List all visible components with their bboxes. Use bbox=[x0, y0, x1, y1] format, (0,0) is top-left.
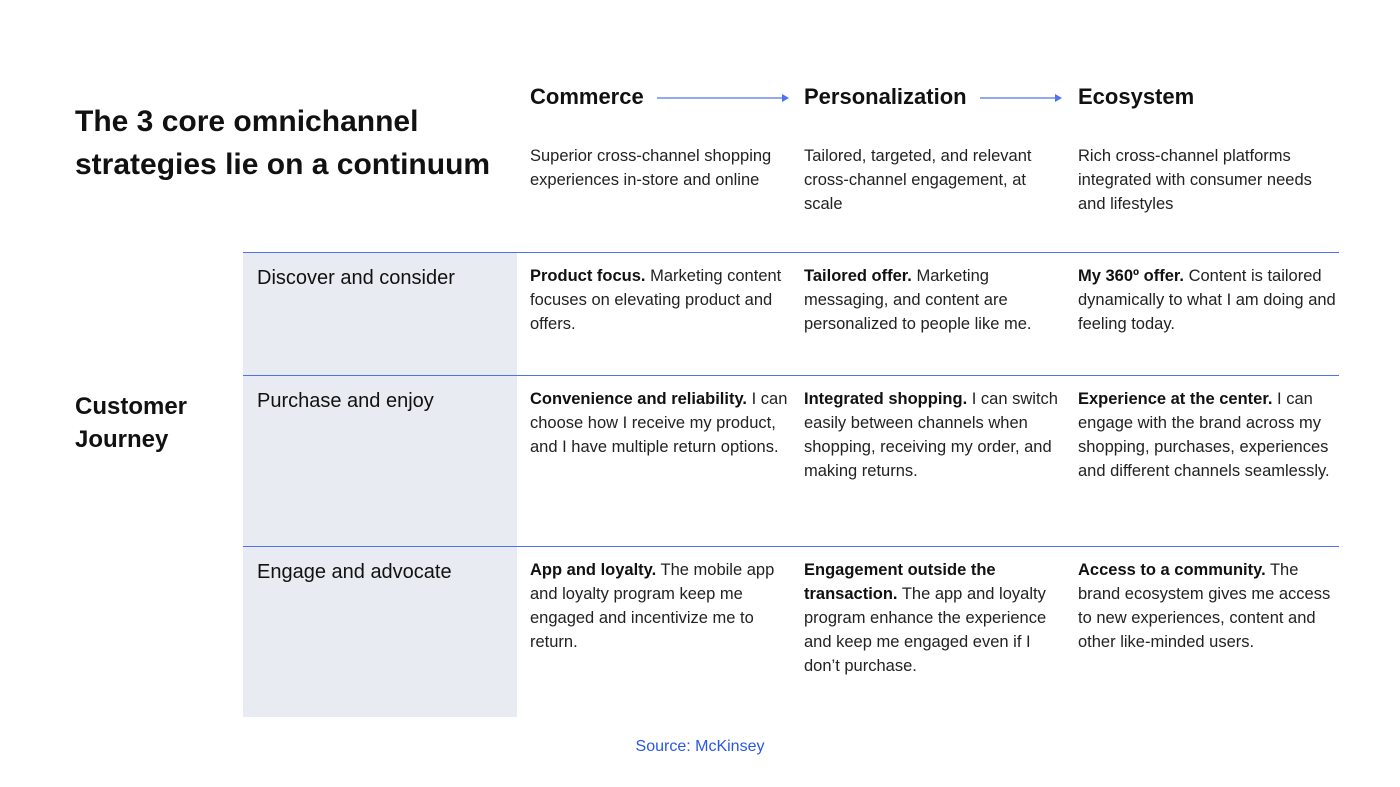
row-group-label: Customer Journey bbox=[75, 393, 188, 453]
arrow-right-icon bbox=[980, 94, 1062, 102]
cell-text: I can switch easily between channels whe… bbox=[804, 390, 1058, 480]
row-divider bbox=[243, 252, 1339, 253]
cell-text: The mobile app and loyalty program keep … bbox=[530, 561, 775, 651]
column-heading-ecosystem: Ecosystem bbox=[1078, 84, 1195, 109]
cell-text: The app and loyalty program enhance the … bbox=[804, 585, 1047, 675]
cell-lead: Engagement outside the transaction. bbox=[804, 561, 996, 603]
cell-lead: Product focus. bbox=[530, 267, 646, 285]
cell-engage-commerce: App and loyalty. The mobile app and loya… bbox=[530, 558, 792, 654]
row-divider bbox=[243, 546, 1339, 547]
arrow-right-icon bbox=[657, 94, 789, 102]
cell-purchase-personalization: Integrated shopping. I can switch easily… bbox=[804, 387, 1066, 483]
cell-engage-ecosystem: Access to a community. The brand ecosyst… bbox=[1078, 558, 1340, 654]
page-title: The 3 core omnichannel strategies lie on… bbox=[75, 105, 491, 181]
row-label-purchase-and-enjoy: Purchase and enjoy bbox=[257, 390, 434, 412]
cell-lead: Experience at the center. bbox=[1078, 390, 1273, 408]
cell-lead: Integrated shopping. bbox=[804, 390, 968, 408]
cell-discover-personalization: Tailored offer. Marketing messaging, and… bbox=[804, 264, 1066, 336]
cell-discover-ecosystem: My 360º offer. Content is tailored dynam… bbox=[1078, 264, 1340, 336]
cell-text: Marketing content focuses on elevating p… bbox=[530, 267, 782, 333]
cell-discover-commerce: Product focus. Marketing content focuses… bbox=[530, 264, 792, 336]
cell-text: I can choose how I receive my product, a… bbox=[530, 390, 788, 456]
column-description-ecosystem: Rich cross-channel platforms integrated … bbox=[1078, 147, 1312, 213]
column-heading-commerce: Commerce bbox=[530, 84, 644, 109]
row-label-engage-and-advocate: Engage and advocate bbox=[257, 561, 452, 583]
cell-purchase-ecosystem: Experience at the center. I can engage w… bbox=[1078, 387, 1340, 483]
cell-lead: My 360º offer. bbox=[1078, 267, 1184, 285]
column-description-commerce: Superior cross-channel shopping experien… bbox=[530, 147, 772, 189]
source-link[interactable]: Source: McKinsey bbox=[635, 738, 765, 755]
cell-lead: App and loyalty. bbox=[530, 561, 657, 579]
cell-engage-personalization: Engagement outside the transaction. The … bbox=[804, 558, 1066, 678]
cell-lead: Tailored offer. bbox=[804, 267, 912, 285]
row-divider bbox=[243, 375, 1339, 376]
cell-text: The brand ecosystem gives me access to n… bbox=[1078, 561, 1331, 651]
row-label-column-background bbox=[243, 253, 517, 717]
cell-lead: Access to a community. bbox=[1078, 561, 1266, 579]
cell-purchase-commerce: Convenience and reliability. I can choos… bbox=[530, 387, 792, 459]
column-description-personalization: Tailored, targeted, and relevant cross-c… bbox=[804, 147, 1032, 213]
cell-text: Marketing messaging, and content are per… bbox=[804, 267, 1032, 333]
column-heading-personalization: Personalization bbox=[804, 84, 967, 109]
cell-text: Content is tailored dynamically to what … bbox=[1078, 267, 1336, 333]
row-label-discover-and-consider: Discover and consider bbox=[257, 267, 455, 289]
cell-text: I can engage with the brand across my sh… bbox=[1078, 390, 1330, 480]
cell-lead: Convenience and reliability. bbox=[530, 390, 748, 408]
